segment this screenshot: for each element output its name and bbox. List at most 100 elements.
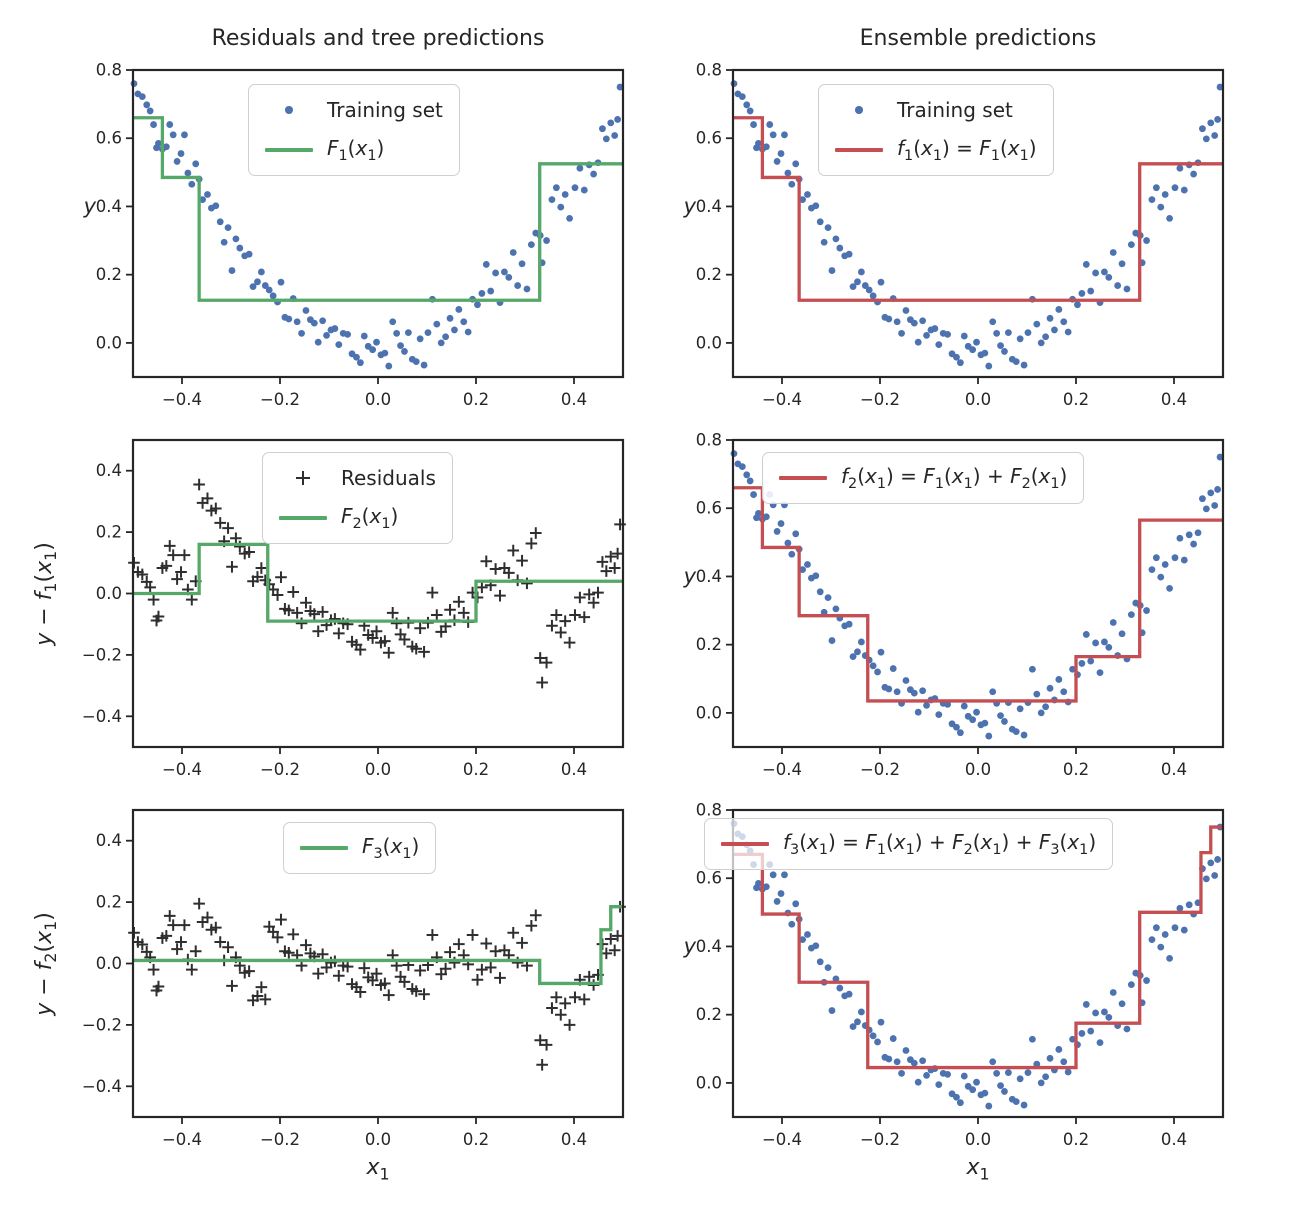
data-point xyxy=(1024,1069,1032,1077)
data-point xyxy=(1123,1025,1131,1033)
data-point xyxy=(344,330,352,338)
residual-point xyxy=(271,589,284,601)
data-point xyxy=(1202,135,1210,143)
residual-point xyxy=(431,609,443,621)
panel-tree1: −0.4 −0.2 0.0 0.2 0.4 0.0 0.2 0.4 0.6 0.8 xyxy=(96,61,625,409)
residual-point xyxy=(563,636,576,649)
data-point xyxy=(985,1102,993,1110)
residual-point xyxy=(516,554,528,567)
data-point xyxy=(820,608,828,616)
residual-point xyxy=(611,547,624,560)
data-point xyxy=(857,638,865,646)
step-prediction-line-tree1 xyxy=(133,116,623,302)
data-point xyxy=(1046,684,1054,692)
data-point xyxy=(1082,1001,1090,1008)
residual-point xyxy=(569,609,581,621)
residual-point xyxy=(333,627,345,640)
data-point xyxy=(1148,936,1156,944)
data-point xyxy=(1211,132,1219,139)
data-point xyxy=(1087,287,1095,295)
data-point xyxy=(877,1018,885,1026)
data-point xyxy=(953,723,960,731)
x-tick-label: 0.4 xyxy=(1161,390,1187,409)
step-prediction-line-ensemble1 xyxy=(733,116,1223,302)
data-point xyxy=(173,158,181,165)
data-point xyxy=(177,150,185,157)
y-tick-label: −0.2 xyxy=(82,1015,122,1034)
data-point xyxy=(1157,573,1165,581)
residual-point xyxy=(550,609,563,621)
data-point xyxy=(335,341,343,348)
data-point xyxy=(1060,318,1068,326)
y-tick-label: 0.0 xyxy=(696,1073,722,1092)
data-point xyxy=(914,708,922,716)
data-point xyxy=(464,328,472,336)
data-point xyxy=(956,729,964,737)
scatter-r1-tree2 xyxy=(128,478,626,689)
data-point xyxy=(824,224,832,231)
data-point xyxy=(931,325,939,332)
residual-point xyxy=(210,921,222,934)
data-point xyxy=(849,1023,857,1031)
data-point xyxy=(1211,872,1219,879)
x-tick-label: 0.2 xyxy=(463,760,489,779)
data-point xyxy=(1082,261,1090,268)
data-point xyxy=(1042,1073,1050,1081)
x-tick-label: −0.4 xyxy=(162,1130,202,1149)
data-point xyxy=(898,1069,905,1077)
data-point xyxy=(804,931,811,938)
data-point xyxy=(1161,191,1169,198)
data-point xyxy=(989,1058,997,1066)
data-point xyxy=(1109,989,1117,996)
data-point xyxy=(773,528,781,535)
data-point xyxy=(277,278,285,286)
data-point xyxy=(1176,164,1184,172)
data-point xyxy=(1020,731,1028,739)
data-point xyxy=(1127,981,1135,989)
y-tick-label: −0.2 xyxy=(82,645,122,664)
data-point xyxy=(523,285,531,293)
data-point xyxy=(1118,630,1126,638)
y-tick-label: 0.4 xyxy=(696,937,722,956)
data-point xyxy=(1020,1101,1028,1109)
axes-box-tree1 xyxy=(131,68,625,379)
residual-point xyxy=(600,565,613,577)
data-point xyxy=(356,359,364,367)
data-point xyxy=(1016,705,1024,713)
panel-ensemble1: −0.4 −0.2 0.0 0.2 0.4 0.0 0.2 0.4 0.6 0.8 xyxy=(696,61,1225,409)
residual-point xyxy=(583,588,595,601)
residual-point xyxy=(529,909,542,922)
data-point xyxy=(199,196,206,204)
data-point xyxy=(437,339,445,347)
data-point xyxy=(755,509,762,517)
data-point xyxy=(1001,718,1008,725)
data-point xyxy=(1101,638,1108,646)
data-point xyxy=(893,688,901,696)
residual-point xyxy=(300,596,312,609)
residual-point xyxy=(398,976,411,988)
data-point xyxy=(845,990,853,998)
residual-point xyxy=(554,1008,567,1021)
y-tick-label: 0.2 xyxy=(96,265,122,284)
residual-point xyxy=(160,930,173,942)
data-point xyxy=(1033,690,1041,698)
data-point xyxy=(832,235,840,243)
residual-point xyxy=(147,963,160,976)
data-point xyxy=(944,1070,952,1078)
data-point xyxy=(482,261,490,268)
x-tick-label: 0.0 xyxy=(965,390,991,409)
data-point xyxy=(232,235,240,243)
data-point xyxy=(923,701,930,709)
data-point xyxy=(973,338,980,346)
data-point xyxy=(442,333,450,341)
data-point xyxy=(514,282,522,289)
residual-point xyxy=(480,555,493,568)
step-prediction-line-tree3 xyxy=(133,905,623,986)
residual-point xyxy=(587,596,600,609)
data-point xyxy=(1207,119,1215,127)
data-point xyxy=(611,132,619,139)
y-tick-label: 0.2 xyxy=(696,635,722,654)
residual-point xyxy=(329,613,341,625)
residual-point xyxy=(382,646,395,659)
data-point xyxy=(935,711,943,718)
